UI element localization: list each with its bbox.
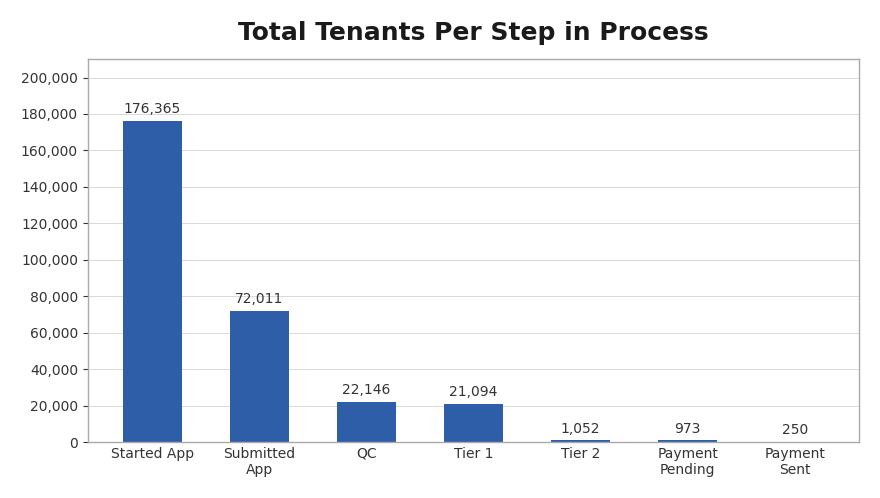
Bar xyxy=(337,402,396,442)
Text: 21,094: 21,094 xyxy=(449,385,497,399)
Text: 22,146: 22,146 xyxy=(342,383,391,397)
Bar xyxy=(122,121,181,442)
Bar xyxy=(551,440,610,442)
Title: Total Tenants Per Step in Process: Total Tenants Per Step in Process xyxy=(238,21,708,45)
Bar xyxy=(230,311,289,442)
Bar xyxy=(658,440,717,442)
Bar xyxy=(444,404,502,442)
Text: 176,365: 176,365 xyxy=(123,102,180,116)
Text: 1,052: 1,052 xyxy=(561,422,600,436)
Text: 973: 973 xyxy=(674,422,700,436)
Text: 250: 250 xyxy=(781,423,808,437)
Text: 72,011: 72,011 xyxy=(235,292,283,306)
